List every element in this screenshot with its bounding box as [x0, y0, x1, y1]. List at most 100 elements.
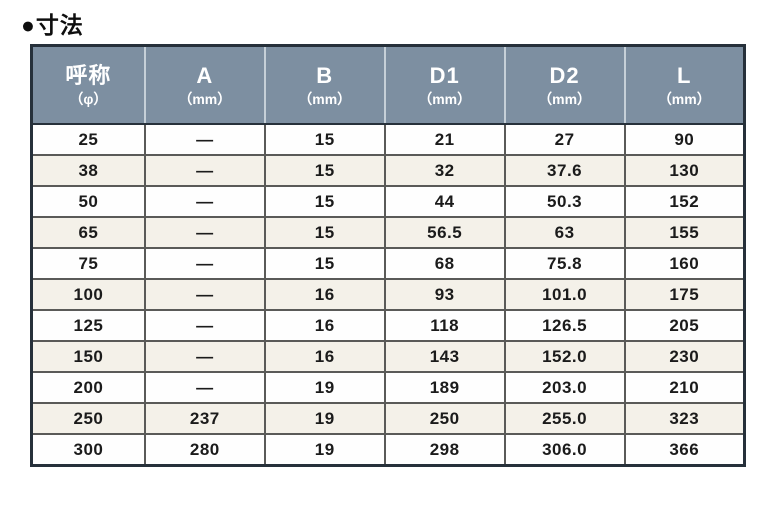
table-cell: 200 [30, 371, 146, 404]
table-cell: 255.0 [503, 402, 626, 435]
table-cell: — [143, 154, 266, 187]
table-cell: — [143, 216, 266, 249]
table-cell: 366 [623, 433, 746, 467]
table-row: 100—16 93 101.0 175 [30, 278, 746, 311]
table-cell: 323 [623, 402, 746, 435]
table-cell: 306.0 [503, 433, 626, 467]
table-cell: 27 [503, 123, 626, 156]
column-label: B [316, 62, 334, 88]
table-cell: — [143, 278, 266, 311]
table-cell: 50.3 [503, 185, 626, 218]
table-cell: 65 [30, 216, 146, 249]
table-cell: 93 [383, 278, 506, 311]
table-cell: 32 [383, 154, 506, 187]
table-cell: 56.5 [383, 216, 506, 249]
table-row: 25—15 21 27 90 [30, 123, 746, 156]
table-cell: 205 [623, 309, 746, 342]
table-cell: — [143, 247, 266, 280]
table-cell: 68 [383, 247, 506, 280]
table-cell: 210 [623, 371, 746, 404]
column-label: L [677, 62, 692, 88]
column-header: 呼称 （φ） [31, 45, 145, 125]
table-cell: 160 [623, 247, 746, 280]
table-cell: 237 [143, 402, 266, 435]
column-unit: （φ） [69, 91, 108, 108]
table-cell: 16 [263, 340, 386, 373]
table-cell: — [143, 371, 266, 404]
table-cell: 155 [623, 216, 746, 249]
table-cell: 37.6 [503, 154, 626, 187]
table-cell: 203.0 [503, 371, 626, 404]
header-row: 呼称 （φ） A （mm） B （mm） D1 （mm） D2 （mm） L （mm） [31, 45, 745, 125]
table-cell: 16 [263, 278, 386, 311]
table-row: 125—16 118 126.5 205 [30, 309, 746, 342]
table-row: 150—16 143 152.0 230 [30, 340, 746, 373]
table-cell: 15 [263, 247, 386, 280]
table-cell: 230 [623, 340, 746, 373]
table-row: 200—19 189 203.0 210 [30, 371, 746, 404]
table-cell: 44 [383, 185, 506, 218]
table-cell: 100 [30, 278, 146, 311]
table-cell: 189 [383, 371, 506, 404]
table-cell: 125 [30, 309, 146, 342]
table-cell: 298 [383, 433, 506, 467]
table-cell: 15 [263, 154, 386, 187]
table-row: 250 237 19 250 255.0 323 [30, 402, 746, 435]
table-cell: 75.8 [503, 247, 626, 280]
column-unit: （mm） [298, 91, 352, 108]
column-label: A [196, 62, 214, 88]
table-cell: — [143, 309, 266, 342]
table-cell: 280 [143, 433, 266, 467]
table-cell: 63 [503, 216, 626, 249]
table-row: 300 280 19 298 306.0 366 [30, 433, 746, 467]
table-cell: 50 [30, 185, 146, 218]
table-row: 38—15 32 37.6 130 [30, 154, 746, 187]
table-cell: 250 [383, 402, 506, 435]
table-row: 50—15 44 50.3 152 [30, 185, 746, 218]
table-cell: 21 [383, 123, 506, 156]
table-cell: 126.5 [503, 309, 626, 342]
table-body: 25—15 21 27 90 38—15 32 37.6 130 50—15 44 50.3 152 6… [30, 123, 746, 467]
column-unit: （mm） [538, 91, 592, 108]
table-cell: 38 [30, 154, 146, 187]
column-label: D1 [429, 62, 460, 88]
section-title: ●寸法 [21, 12, 84, 38]
table-cell: 101.0 [503, 278, 626, 311]
column-label: 呼称 [65, 62, 112, 88]
table-cell: 19 [263, 371, 386, 404]
table-cell: 75 [30, 247, 146, 280]
table-cell: 152.0 [503, 340, 626, 373]
table-cell: 25 [30, 123, 146, 156]
table-cell: — [143, 340, 266, 373]
dimensions-table: 呼称 （φ） A （mm） B （mm） D1 （mm） D2 （mm） L （mm） 25—15 21… [30, 44, 746, 467]
table-row: 65—15 56.5 63 155 [30, 216, 746, 249]
table-cell: 300 [30, 433, 146, 467]
table-cell: — [143, 123, 266, 156]
column-header: D1 （mm） [383, 45, 505, 125]
table-row: 75—15 68 75.8 160 [30, 247, 746, 280]
table-cell: 15 [263, 123, 386, 156]
column-unit: （mm） [178, 91, 232, 108]
column-header: D2 （mm） [503, 45, 625, 125]
table-cell: 130 [623, 154, 746, 187]
table-header: 呼称 （φ） A （mm） B （mm） D1 （mm） D2 （mm） L （mm） [31, 45, 745, 125]
table-cell: — [143, 185, 266, 218]
table-cell: 152 [623, 185, 746, 218]
column-header: L （mm） [623, 45, 745, 125]
table-cell: 250 [30, 402, 146, 435]
table-cell: 15 [263, 216, 386, 249]
table-cell: 150 [30, 340, 146, 373]
table-cell: 175 [623, 278, 746, 311]
column-header: A （mm） [143, 45, 265, 125]
table-cell: 19 [263, 402, 386, 435]
table-cell: 90 [623, 123, 746, 156]
table-cell: 143 [383, 340, 506, 373]
column-label: D2 [549, 62, 580, 88]
table-cell: 15 [263, 185, 386, 218]
table-cell: 16 [263, 309, 386, 342]
table-cell: 19 [263, 433, 386, 467]
column-unit: （mm） [657, 91, 711, 108]
column-header: B （mm） [263, 45, 385, 125]
table-cell: 118 [383, 309, 506, 342]
